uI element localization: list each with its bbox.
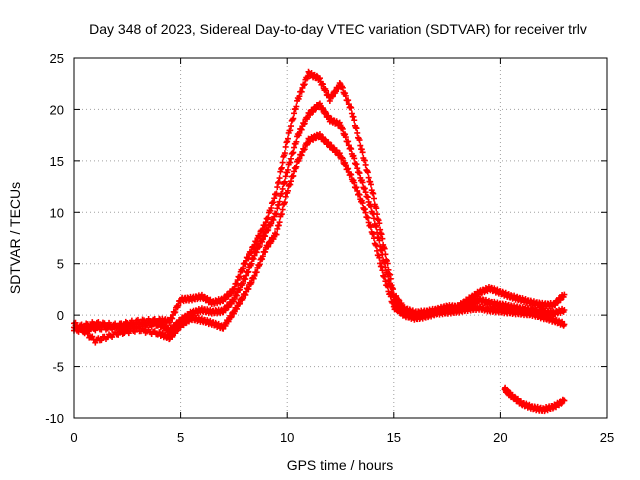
series-track [501,384,568,415]
data-point-marker [276,175,283,182]
plot-frame [73,57,608,419]
data-point-marker [284,166,291,173]
data-point-marker [281,199,288,206]
data-point-marker [371,215,378,222]
y-tick-label: 5 [57,257,64,272]
y-tick-label: -5 [52,360,64,375]
data-point-marker [561,321,568,328]
data-point-marker [276,198,283,205]
y-tick-label: 25 [50,51,64,66]
data-point-marker [371,235,378,242]
data-points [71,68,568,415]
series-track [71,131,568,346]
data-point-marker [278,164,285,171]
data-point-marker [351,117,358,124]
data-point-marker [89,333,96,340]
data-point-marker [381,245,388,252]
x-tick-label: 15 [387,430,401,445]
data-point-marker [273,231,280,238]
data-point-marker [293,103,300,110]
x-axis-label: GPS time / hours [287,457,394,473]
data-point-marker [359,149,366,156]
grid-lines [74,58,607,418]
axis-ticks: 0 5 10 15 20 25 -10 -5 0 5 10 15 20 25 [45,51,614,445]
data-point-marker [84,330,91,337]
y-axis-label: SDTVAR / TECUs [7,182,23,294]
y-tick-label: 15 [50,154,64,169]
x-tick-label: 20 [493,430,507,445]
data-point-marker [373,223,380,230]
data-point-marker [293,138,300,145]
data-point-marker [276,219,283,226]
y-tick-label: -10 [45,411,64,426]
data-point-marker [373,205,380,212]
data-point-marker [376,254,383,261]
y-tick-label: 20 [50,102,64,117]
data-point-marker [78,325,85,332]
data-point-marker [561,307,568,313]
data-point-marker [384,271,391,278]
x-tick-label: 25 [600,430,614,445]
data-point-marker [98,337,105,344]
data-point-marker [284,135,291,142]
data-point-marker [348,104,355,111]
data-point-marker [387,293,394,300]
data-point-marker [279,159,286,166]
data-point-marker [561,397,568,404]
data-point-marker [561,291,568,298]
data-point-marker [290,115,297,122]
data-point-marker [384,283,391,290]
data-point-marker [151,328,158,335]
y-tick-label: 10 [50,205,64,220]
data-point-marker [379,267,386,274]
data-point-marker [384,260,391,267]
data-point-marker [281,178,288,185]
data-point-marker [288,123,295,130]
x-tick-label: 0 [70,430,77,445]
data-point-marker [115,331,122,338]
x-tick-label: 10 [280,430,294,445]
data-point-marker [373,242,380,249]
chart-title: Day 348 of 2023, Sidereal Day-to-day VTE… [89,21,587,37]
x-tick-label: 5 [177,430,184,445]
data-point-marker [356,137,363,144]
y-tick-label: 0 [57,308,64,323]
data-point-marker [371,195,378,202]
data-point-marker [367,181,374,188]
data-point-marker [281,150,288,157]
data-point-marker [376,237,383,244]
data-point-marker [364,169,371,176]
data-point-marker [362,161,369,168]
